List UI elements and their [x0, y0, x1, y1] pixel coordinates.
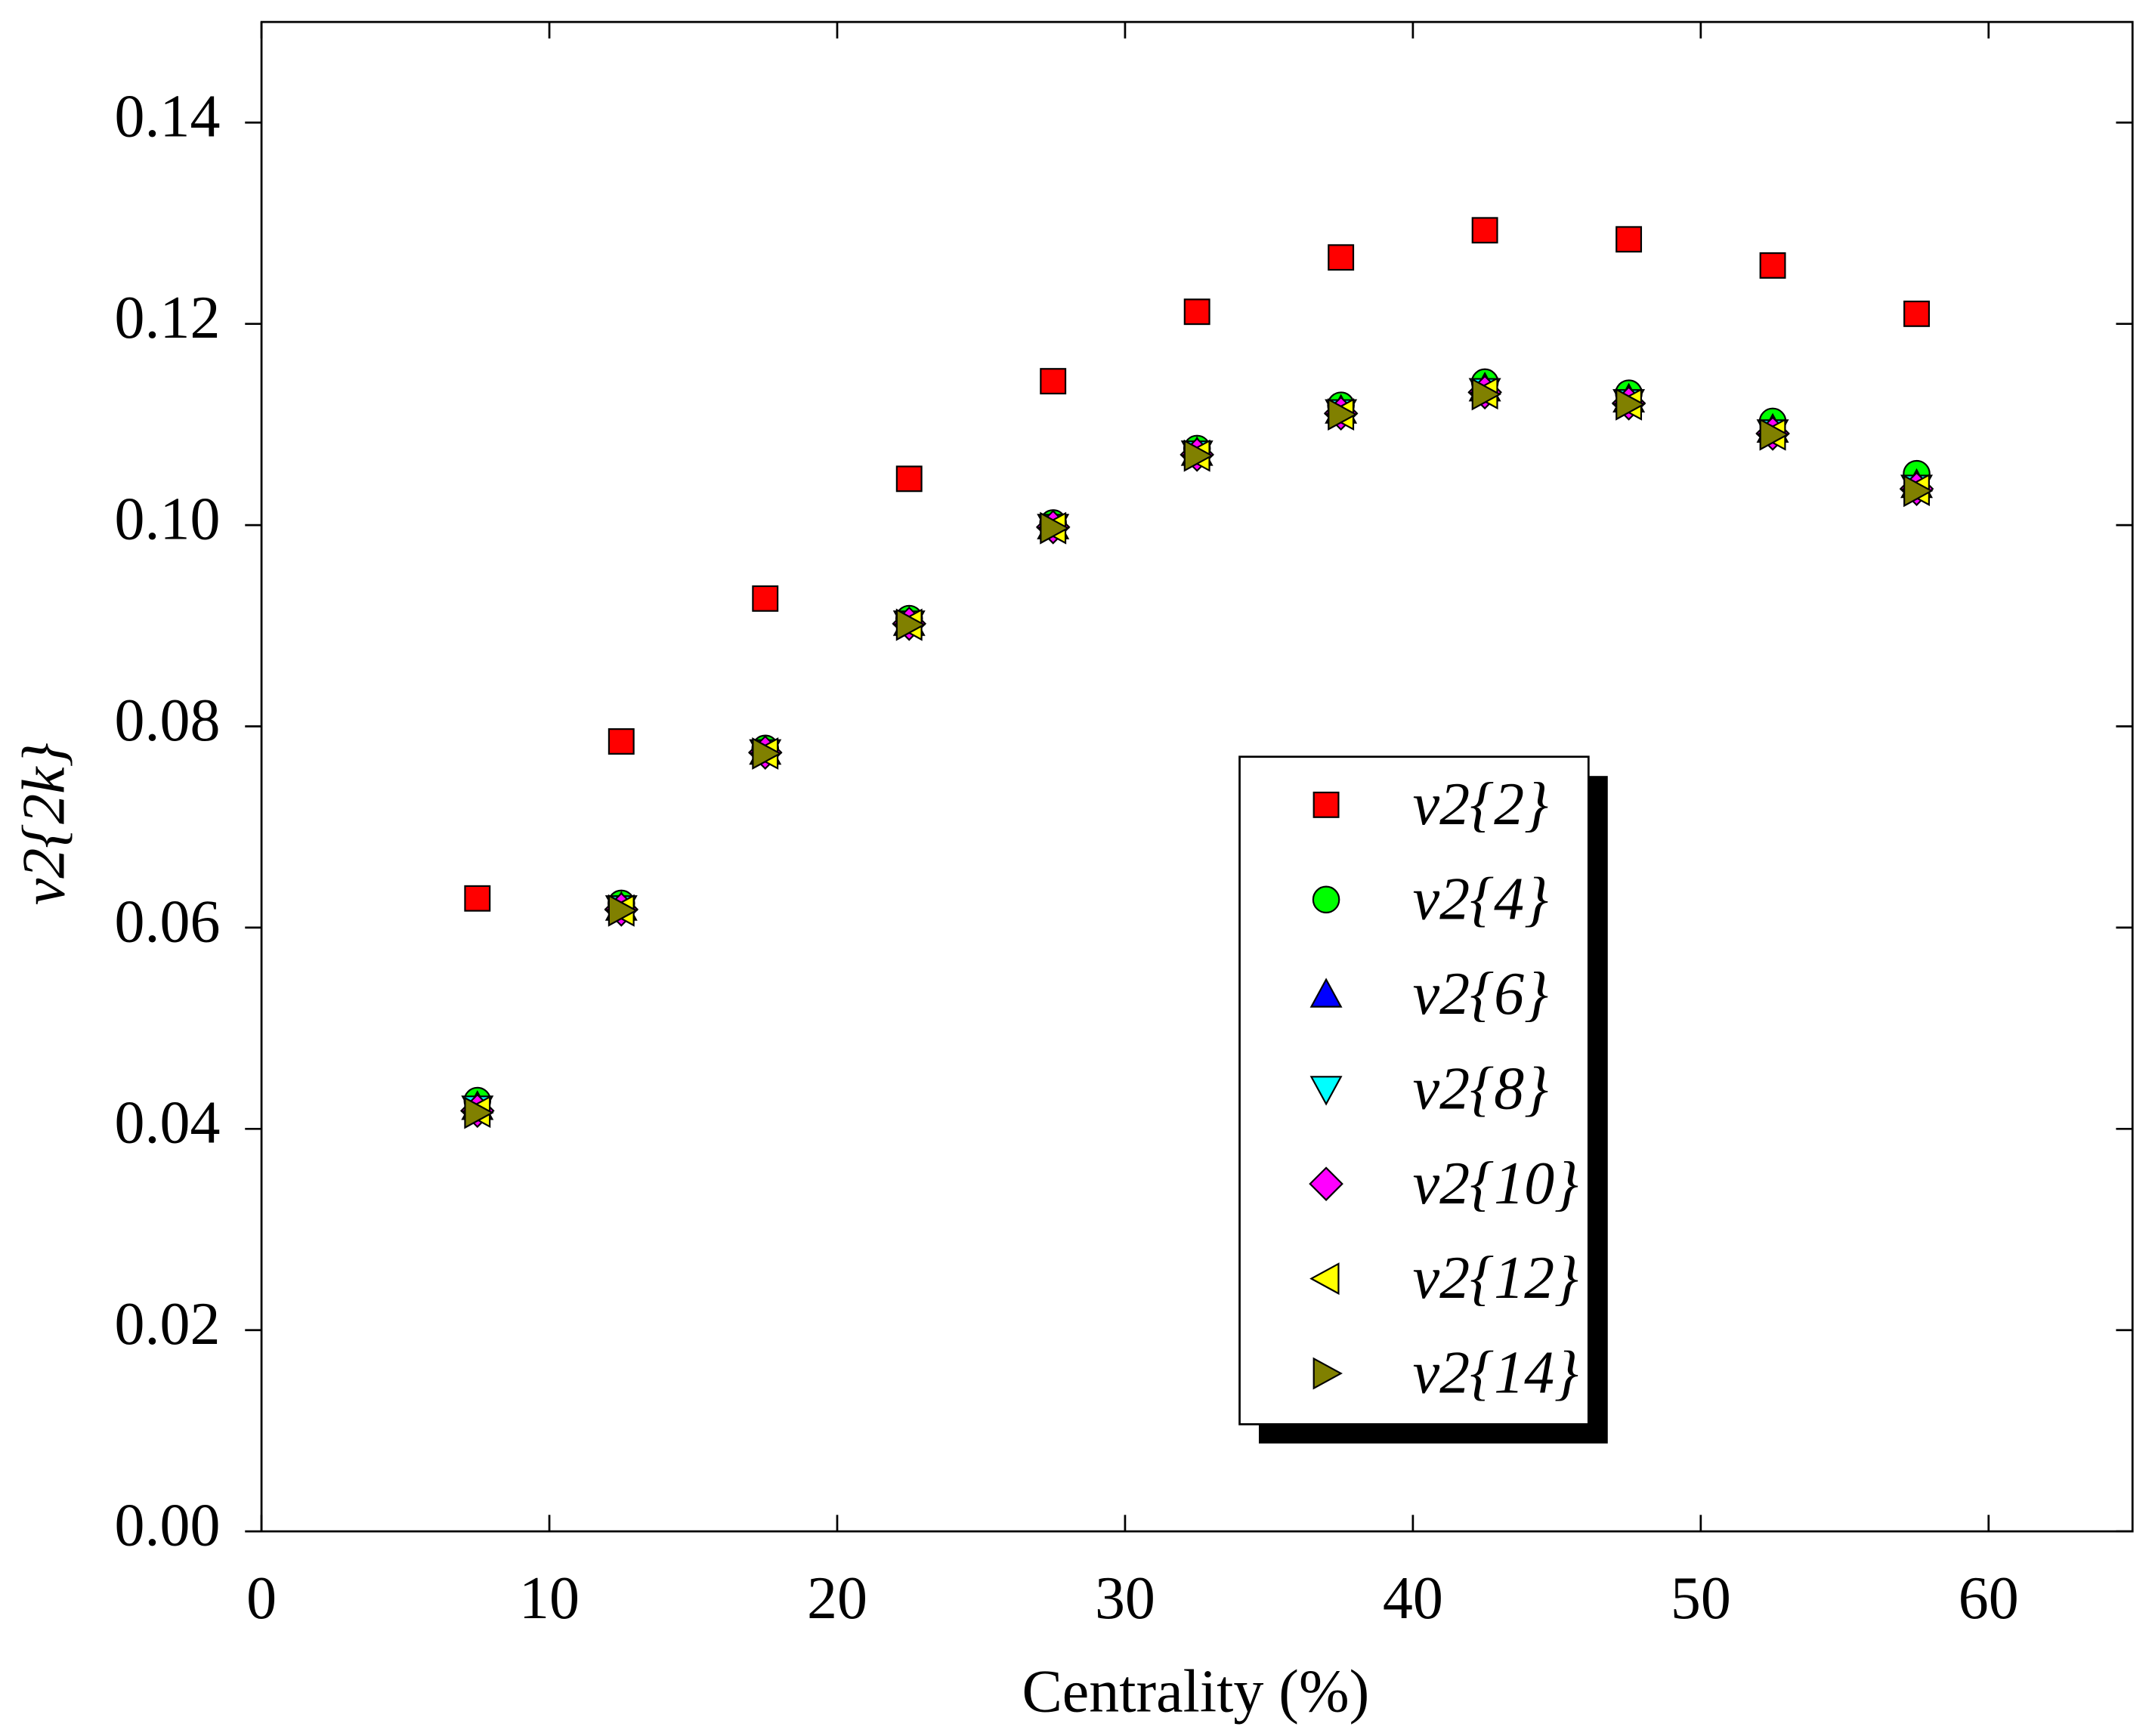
- data-point: [608, 894, 638, 927]
- legend-label: v2{10}: [1413, 1151, 1578, 1217]
- legend-label: v2{6}: [1413, 961, 1548, 1027]
- data-point: [1471, 217, 1498, 244]
- x-tick-label: 0: [246, 1565, 277, 1632]
- plot-frame: [260, 20, 2134, 1533]
- legend-marker: [1309, 1262, 1340, 1296]
- data-point: [1183, 298, 1210, 326]
- legend-label: v2{8}: [1413, 1055, 1548, 1122]
- x-axis-label: Centrality (%): [1022, 1658, 1369, 1725]
- data-point: [895, 465, 923, 493]
- data-point: [1328, 398, 1358, 431]
- y-tick-label: 0.04: [115, 1090, 221, 1157]
- x-tick-label: 40: [1383, 1565, 1443, 1632]
- legend-label: v2{4}: [1413, 866, 1548, 932]
- data-point: [752, 585, 779, 612]
- x-tick-label: 20: [807, 1565, 867, 1632]
- legend-marker: [1312, 885, 1340, 914]
- data-point: [608, 728, 635, 755]
- y-tick-label: 0.14: [115, 84, 221, 150]
- y-tick-label: 0.06: [115, 888, 221, 955]
- y-tick-label: 0.00: [115, 1492, 221, 1558]
- data-point: [752, 737, 782, 770]
- y-tick-label: 0.02: [115, 1291, 221, 1358]
- data-point: [1328, 244, 1355, 271]
- data-point: [1759, 418, 1789, 451]
- data-point: [1040, 511, 1070, 545]
- y-tick-label: 0.08: [115, 687, 221, 754]
- y-tick-label: 0.10: [115, 486, 221, 552]
- legend-label: v2{12}: [1413, 1245, 1578, 1311]
- legend-marker: [1312, 791, 1340, 818]
- y-tick-label: 0.12: [115, 285, 221, 351]
- legend-marker: [1309, 1076, 1343, 1106]
- legend-box: [1238, 755, 1590, 1426]
- data-point: [1471, 378, 1502, 411]
- x-tick-label: 60: [1959, 1565, 2019, 1632]
- legend-marker: [1309, 978, 1343, 1008]
- x-tick-label: 30: [1095, 1565, 1155, 1632]
- data-point: [464, 1096, 494, 1129]
- x-tick-label: 10: [519, 1565, 580, 1632]
- data-point: [1903, 300, 1930, 327]
- data-point: [1615, 388, 1646, 421]
- data-point: [1615, 226, 1643, 253]
- data-point: [1040, 368, 1067, 395]
- data-point: [1903, 474, 1934, 508]
- data-point: [1759, 252, 1786, 279]
- x-tick-label: 50: [1671, 1565, 1731, 1632]
- data-point: [464, 885, 491, 912]
- y-axis-label: v2{2k}: [11, 743, 77, 905]
- data-point: [895, 608, 926, 641]
- data-point: [1183, 439, 1214, 472]
- legend-marker: [1309, 1166, 1343, 1201]
- legend-marker: [1312, 1357, 1343, 1390]
- legend-label: v2{2}: [1413, 771, 1548, 838]
- legend-label: v2{14}: [1413, 1340, 1578, 1407]
